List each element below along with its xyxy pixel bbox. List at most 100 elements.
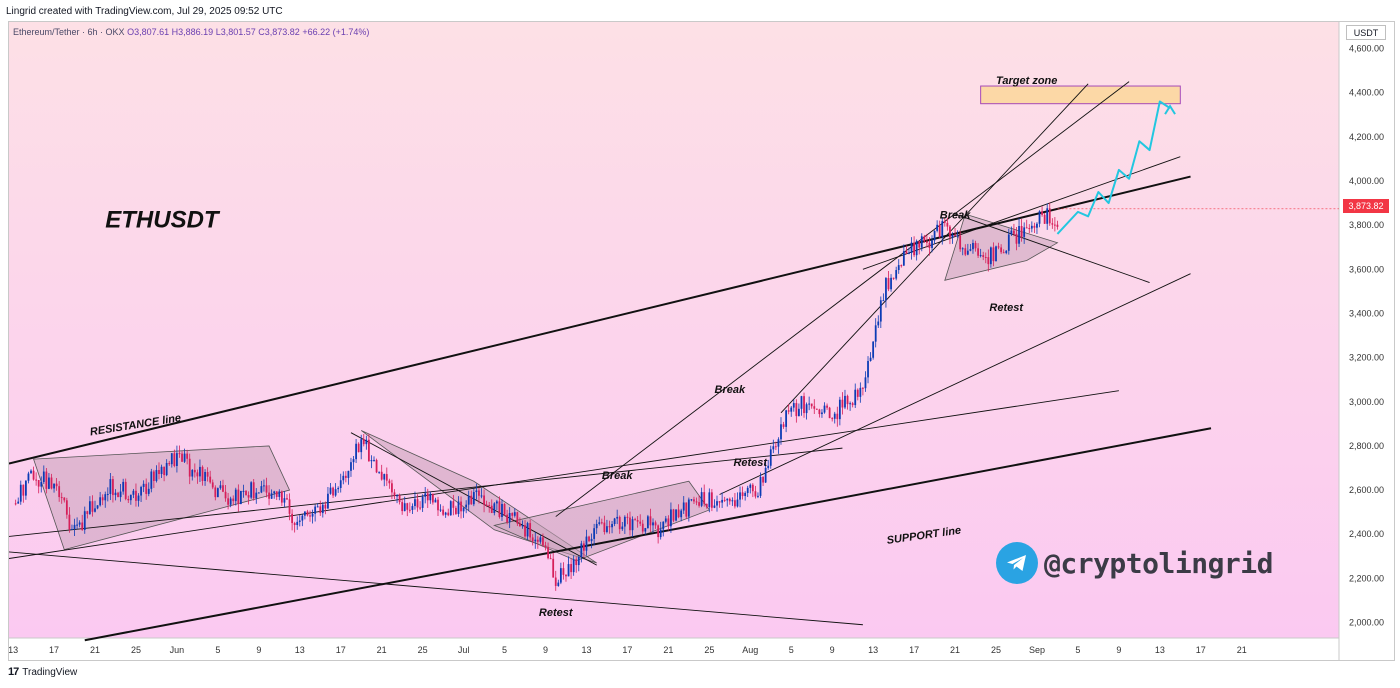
candle-body xyxy=(846,395,849,405)
price-tick-label: 2,200.00 xyxy=(1349,573,1384,583)
candle-body xyxy=(173,453,176,466)
candle-body xyxy=(995,246,997,262)
candle-body xyxy=(728,498,731,502)
candle-body xyxy=(393,492,396,496)
candle-body xyxy=(570,564,572,573)
time-tick-label: 9 xyxy=(543,645,548,655)
candle-body xyxy=(631,519,634,531)
candle-body xyxy=(923,236,926,242)
chart-area[interactable]: Target zone Break Retest Break Retest Break Re… xyxy=(8,21,1395,661)
price-chart[interactable]: Target zone Break Retest Break Retest Break Re… xyxy=(9,22,1395,661)
candle-body xyxy=(411,506,414,510)
candle-body xyxy=(1038,211,1041,224)
candle-body xyxy=(58,486,61,498)
candle-body xyxy=(695,501,698,503)
candle-body xyxy=(972,242,974,250)
candle-body xyxy=(170,453,173,465)
candle-body xyxy=(83,511,86,530)
candle-body xyxy=(910,242,913,254)
candle-body xyxy=(966,250,969,255)
candle-body xyxy=(503,503,506,515)
tradingview-footer[interactable]: 17 TradingView xyxy=(8,666,77,678)
candle-body xyxy=(1023,227,1026,237)
candle-body xyxy=(693,499,695,502)
candle-body xyxy=(439,509,442,511)
candle-body xyxy=(690,499,693,501)
candle-body xyxy=(721,499,724,503)
candle-body xyxy=(685,502,688,517)
candle-body xyxy=(925,241,928,243)
candle-body xyxy=(129,494,132,501)
candle-body xyxy=(1002,252,1005,254)
candle-body xyxy=(580,543,583,558)
candle-body xyxy=(941,221,944,238)
price-tick-label: 4,200.00 xyxy=(1349,132,1384,142)
candle-body xyxy=(549,558,552,560)
candle-body xyxy=(936,224,939,231)
candle-body xyxy=(915,240,918,256)
candle-body xyxy=(53,483,55,489)
candle-body xyxy=(81,522,84,530)
candle-body xyxy=(588,536,590,542)
projection-arrowhead xyxy=(1164,104,1176,115)
time-tick-label: 13 xyxy=(1155,645,1165,655)
candle-body xyxy=(204,472,206,481)
candle-body xyxy=(191,469,194,477)
symbol-legend[interactable]: Ethereum/Tether · 6h · OKX O3,807.61 H3,… xyxy=(13,25,369,39)
time-tick-label: 17 xyxy=(336,645,346,655)
candle-body xyxy=(874,325,877,342)
telegram-icon xyxy=(996,542,1038,584)
currency-selector[interactable]: USDT xyxy=(1346,25,1386,40)
candle-body xyxy=(60,497,63,499)
candle-body xyxy=(135,490,137,501)
candle-body xyxy=(890,277,892,290)
candle-body xyxy=(455,507,457,514)
candle-body xyxy=(460,501,462,512)
candle-body xyxy=(114,492,117,496)
candle-body xyxy=(414,499,416,507)
candle-body xyxy=(442,509,445,515)
candle-body xyxy=(30,470,32,474)
candle-body xyxy=(1048,208,1051,224)
candle-body xyxy=(408,509,411,511)
candle-body xyxy=(902,251,905,266)
candle-body xyxy=(383,474,386,480)
candle-body xyxy=(1033,225,1036,228)
candle-body xyxy=(35,479,38,481)
candle-body xyxy=(398,495,401,503)
candle-body xyxy=(275,491,278,497)
candle-body xyxy=(357,443,360,453)
time-tick-label: 21 xyxy=(950,645,960,655)
candle-body xyxy=(193,469,196,473)
candle-body xyxy=(132,490,135,495)
candle-body xyxy=(526,523,529,537)
candle-body xyxy=(470,495,473,505)
candle-body xyxy=(969,249,972,251)
candle-body xyxy=(304,511,306,516)
candle-body xyxy=(332,487,334,496)
time-axis-background xyxy=(9,638,1339,660)
candle-body xyxy=(48,477,50,489)
candle-body xyxy=(478,490,480,496)
candle-body xyxy=(974,242,977,249)
candle-body xyxy=(419,507,421,509)
candle-body xyxy=(813,406,816,409)
time-tick-label: 25 xyxy=(704,645,714,655)
candle-body xyxy=(1018,226,1020,244)
annotation-label: Retest xyxy=(539,607,574,619)
candle-body xyxy=(547,546,549,559)
candle-body xyxy=(964,248,967,255)
annotation-label: Retest xyxy=(989,302,1024,314)
candle-body xyxy=(682,502,685,511)
candle-body xyxy=(749,484,752,488)
candle-body xyxy=(897,265,900,271)
last-price-badge: 3,873.82 xyxy=(1343,199,1389,213)
candle-body xyxy=(603,522,606,533)
candle-body xyxy=(375,459,378,473)
time-tick-label: 13 xyxy=(295,645,305,655)
candle-body xyxy=(309,515,311,517)
candle-body xyxy=(920,236,923,248)
candle-body xyxy=(201,466,204,481)
candle-body xyxy=(165,462,168,476)
candle-body xyxy=(444,512,447,515)
